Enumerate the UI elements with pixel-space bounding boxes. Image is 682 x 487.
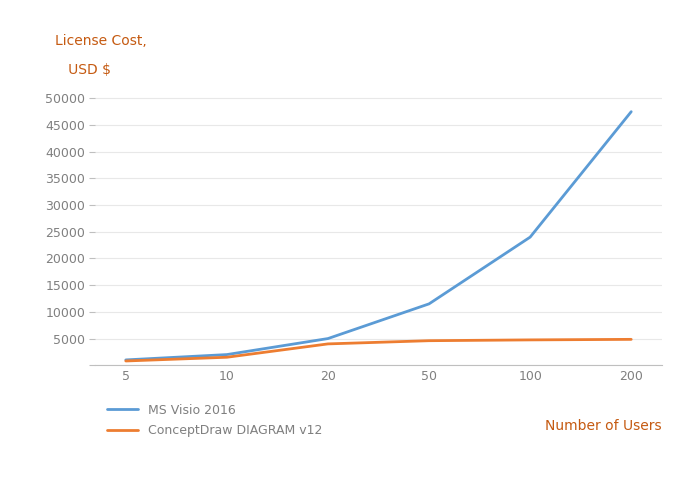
MS Visio 2016: [425, 301, 433, 307]
Legend: MS Visio 2016, ConceptDraw DIAGRAM v12: MS Visio 2016, ConceptDraw DIAGRAM v12: [102, 399, 327, 442]
ConceptDraw DIAGRAM v12: [425, 338, 433, 344]
ConceptDraw DIAGRAM v12: [121, 358, 130, 364]
MS Visio 2016: [627, 109, 636, 114]
Line: ConceptDraw DIAGRAM v12: ConceptDraw DIAGRAM v12: [125, 339, 632, 361]
Text: Number of Users: Number of Users: [545, 419, 662, 433]
Text: USD $: USD $: [55, 63, 110, 77]
ConceptDraw DIAGRAM v12: [324, 341, 332, 347]
ConceptDraw DIAGRAM v12: [526, 337, 534, 343]
MS Visio 2016: [223, 352, 231, 357]
ConceptDraw DIAGRAM v12: [627, 337, 636, 342]
MS Visio 2016: [121, 357, 130, 363]
MS Visio 2016: [324, 336, 332, 341]
MS Visio 2016: [526, 234, 534, 240]
Line: MS Visio 2016: MS Visio 2016: [125, 112, 632, 360]
ConceptDraw DIAGRAM v12: [223, 355, 231, 360]
Text: License Cost,: License Cost,: [55, 34, 147, 48]
